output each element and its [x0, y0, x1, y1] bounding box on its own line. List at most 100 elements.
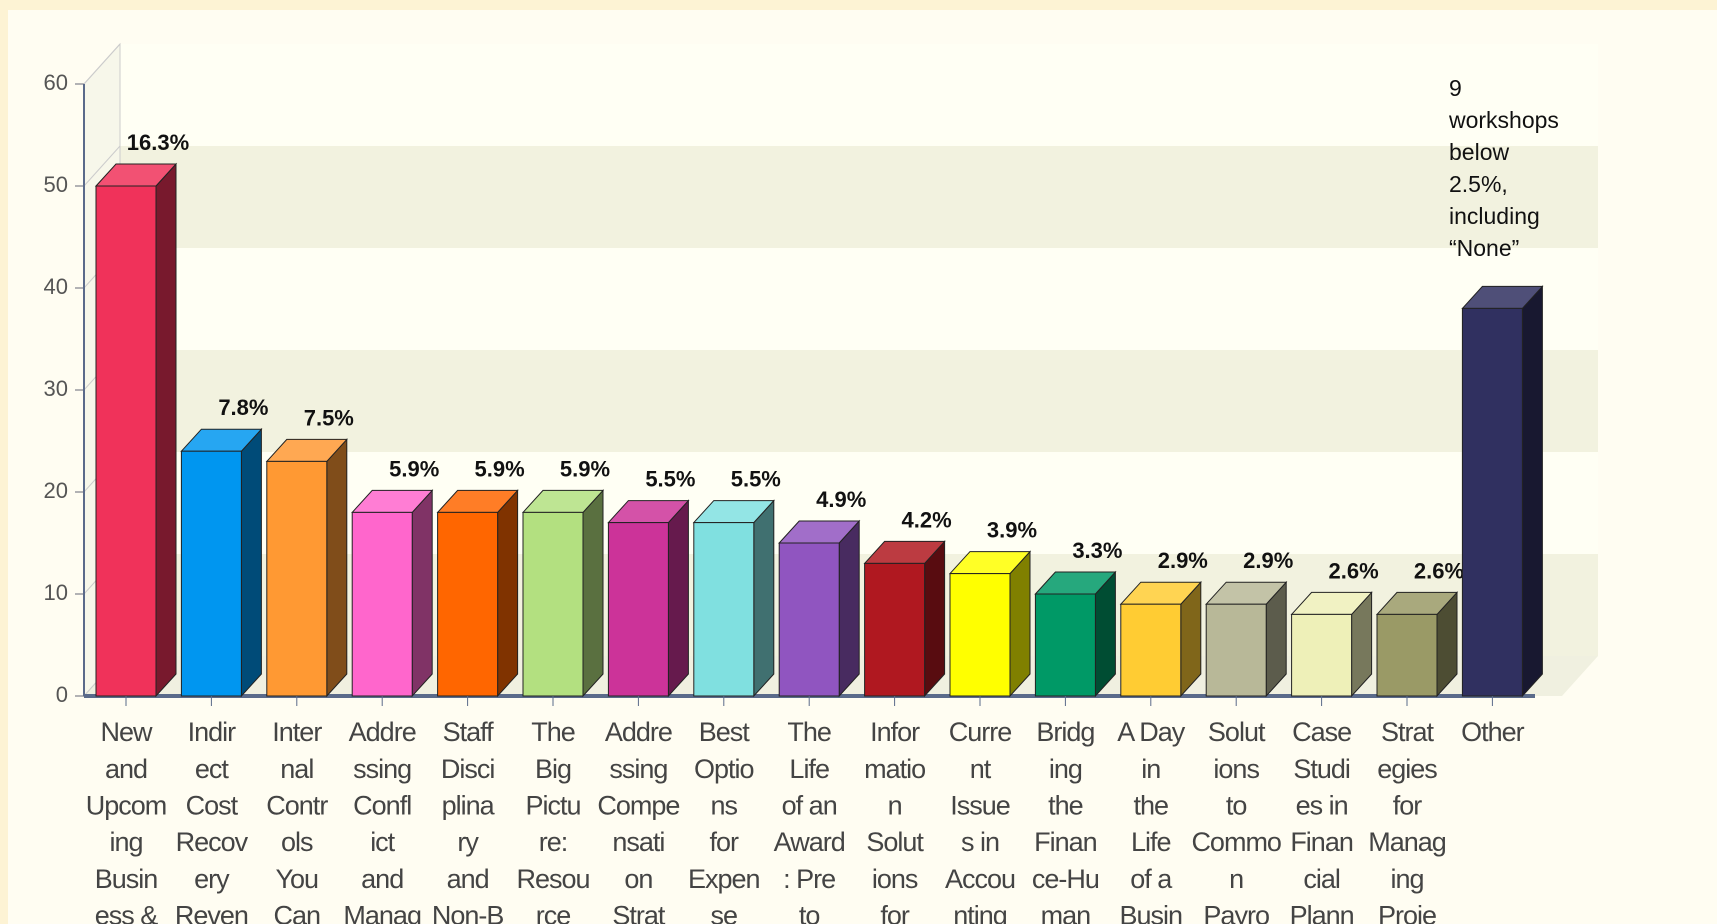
bar-side [155, 162, 177, 698]
wall-band [120, 146, 1598, 248]
x-tick-label: Infor [870, 717, 920, 747]
bar-side [497, 489, 519, 698]
x-tick-label: rce [536, 901, 571, 924]
y-tick-label: 60 [44, 70, 68, 95]
annotation: 9 [1449, 75, 1462, 101]
y-tick-label: 40 [44, 274, 68, 299]
bar [778, 542, 840, 697]
x-tick-label: Best [699, 717, 751, 747]
x-tick-label: Indir [188, 717, 237, 747]
x-tick-label: s in [961, 827, 999, 857]
value-label: 5.9% [475, 456, 525, 481]
x-tick-label: Bridg [1036, 717, 1094, 747]
x-tick-label: Optio [694, 754, 754, 784]
annotation: including [1449, 203, 1540, 229]
bar [266, 460, 328, 697]
x-tick-label: Reven [175, 901, 248, 924]
x-tick-label: Manag [1368, 827, 1446, 857]
x-tick-label: ing [109, 827, 142, 857]
x-tick-label: Proje [1378, 901, 1436, 924]
x-tick-label: to [799, 901, 820, 924]
value-label: 4.2% [902, 507, 952, 532]
x-tick-label: of an [782, 791, 837, 821]
x-tick-label: man [1041, 901, 1091, 924]
x-tick-label: Confl [353, 791, 411, 821]
x-tick-label: Strat [612, 901, 666, 924]
bar-side [924, 540, 946, 698]
x-tick-label: Finan [1290, 827, 1353, 857]
x-tick-label: ing [1049, 754, 1082, 784]
bar [1205, 603, 1267, 697]
x-tick-label: Other [1461, 717, 1525, 747]
bar [864, 562, 926, 697]
x-tick-label: Solut [1208, 717, 1266, 747]
x-tick-label: Award [774, 827, 845, 857]
bar [522, 511, 584, 697]
value-label: 7.8% [218, 395, 268, 420]
x-tick-label: Inter [272, 717, 322, 747]
x-tick-label: and [447, 864, 489, 894]
x-tick-label: to [1226, 791, 1247, 821]
x-tick-label: Accou [945, 864, 1015, 894]
bar-side [326, 438, 348, 698]
x-tick-label: the [1048, 791, 1083, 821]
grid-line [83, 145, 121, 187]
x-tick-label: ions [1213, 754, 1259, 784]
x-tick-label: Can [274, 901, 321, 924]
x-tick-label: se [711, 901, 738, 924]
x-tick-label: Big [535, 754, 571, 784]
value-label: 2.6% [1329, 558, 1379, 583]
x-tick-label: nt [970, 754, 992, 784]
x-tick-label: ing [1390, 864, 1423, 894]
x-tick-label: in [1141, 754, 1160, 784]
x-tick-label: Resou [516, 864, 589, 894]
wall-band [120, 350, 1598, 452]
bar [607, 522, 669, 697]
value-label: 2.9% [1158, 548, 1208, 573]
x-tick-label: Disci [441, 754, 495, 784]
x-tick-label: Studi [1293, 754, 1350, 784]
bar-side [411, 489, 433, 698]
x-tick-label: Curre [949, 717, 1012, 747]
y-tick-label: 20 [44, 478, 68, 503]
bar [1461, 307, 1523, 697]
value-label: 2.9% [1243, 548, 1293, 573]
x-tick-label: Upcom [86, 791, 167, 821]
bar [1120, 603, 1182, 697]
x-tick-label: for [880, 901, 910, 924]
bar [351, 511, 413, 697]
bar [1376, 613, 1438, 697]
bar [437, 511, 499, 697]
x-tick-label: on [624, 864, 652, 894]
value-label: 5.5% [731, 467, 781, 492]
x-tick-label: Addre [605, 717, 672, 747]
x-tick-label: the [1134, 791, 1169, 821]
x-tick-label: and [361, 864, 403, 894]
x-tick-label: The [787, 717, 831, 747]
y-tick-label: 50 [44, 172, 68, 197]
x-tick-label: ions [872, 864, 918, 894]
value-label: 4.9% [816, 487, 866, 512]
value-label: 7.5% [304, 405, 354, 430]
y-tick-label: 10 [44, 580, 68, 605]
x-tick-label: Staff [443, 717, 495, 747]
annotation: “None” [1449, 235, 1519, 261]
bar-side [582, 489, 604, 698]
x-tick-label: Busin [95, 864, 158, 894]
x-tick-label: nting [953, 901, 1007, 924]
x-tick-label: ict [370, 827, 395, 857]
x-tick-label: Recov [176, 827, 249, 857]
x-tick-label: Non-B [432, 901, 504, 924]
x-tick-label: Finan [1034, 827, 1097, 857]
x-tick-label: Plann [1290, 901, 1354, 924]
x-tick-label: ols [281, 827, 313, 857]
x-tick-label: ns [711, 791, 738, 821]
bar [693, 522, 755, 697]
value-label: 16.3% [127, 130, 189, 155]
x-tick-label: Strat [1381, 717, 1435, 747]
bar-side [667, 499, 689, 698]
x-tick-label: ce-Hu [1032, 864, 1099, 894]
x-tick-label: re: [539, 827, 568, 857]
x-tick-label: Case [1292, 717, 1351, 747]
